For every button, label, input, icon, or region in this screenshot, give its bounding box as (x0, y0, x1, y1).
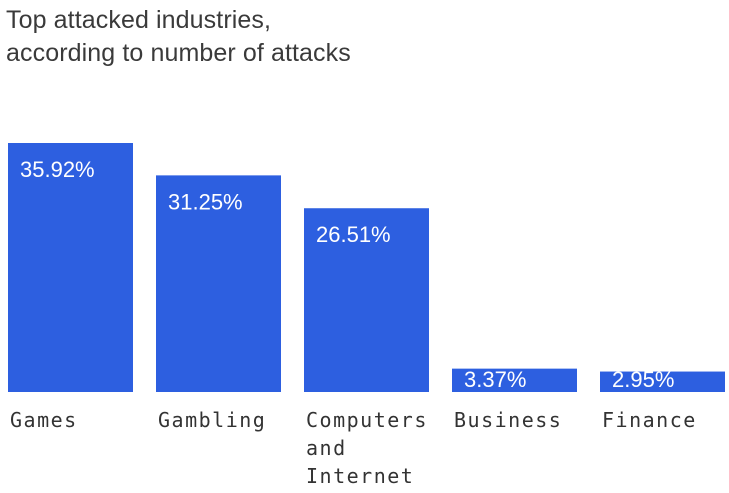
bar-3 (452, 368, 577, 392)
bar-0 (8, 143, 133, 392)
bar-value-label-1: 31.25% (168, 189, 243, 214)
bar-value-label-3: 3.37% (464, 367, 526, 392)
category-label-2-line-1: and (306, 436, 347, 460)
category-label-0: Games (10, 408, 78, 432)
bar-1 (156, 175, 281, 392)
category-labels-group: Games Gambling Computers and Internet Busines… (10, 408, 697, 488)
bar-value-label-0: 35.92% (20, 157, 95, 182)
bar-value-label-2: 26.51% (316, 222, 391, 247)
category-label-4: Finance (602, 408, 697, 432)
bars-group (8, 143, 725, 392)
bar-value-label-4: 2.95% (612, 367, 674, 392)
chart-title: Top attacked industries, according to nu… (6, 4, 706, 70)
bar-4 (600, 371, 725, 392)
category-label-1: Gambling (158, 408, 266, 432)
bar-2 (304, 208, 429, 392)
category-label-3: Business (454, 408, 562, 432)
category-label-4-line-0: Finance (602, 408, 697, 432)
category-label-3-line-0: Business (454, 408, 562, 432)
category-label-2: Computers and Internet (306, 408, 428, 488)
category-label-1-line-0: Gambling (158, 408, 266, 432)
category-label-2-line-0: Computers (306, 408, 428, 432)
category-label-2-line-2: Internet (306, 464, 414, 488)
chart-title-line-1: Top attacked industries, (6, 6, 272, 34)
category-label-0-line-0: Games (10, 408, 78, 432)
chart-title-line-2: according to number of attacks (6, 39, 351, 67)
value-labels-group: 35.92% 31.25% 26.51% 3.37% 2.95% (20, 157, 674, 392)
